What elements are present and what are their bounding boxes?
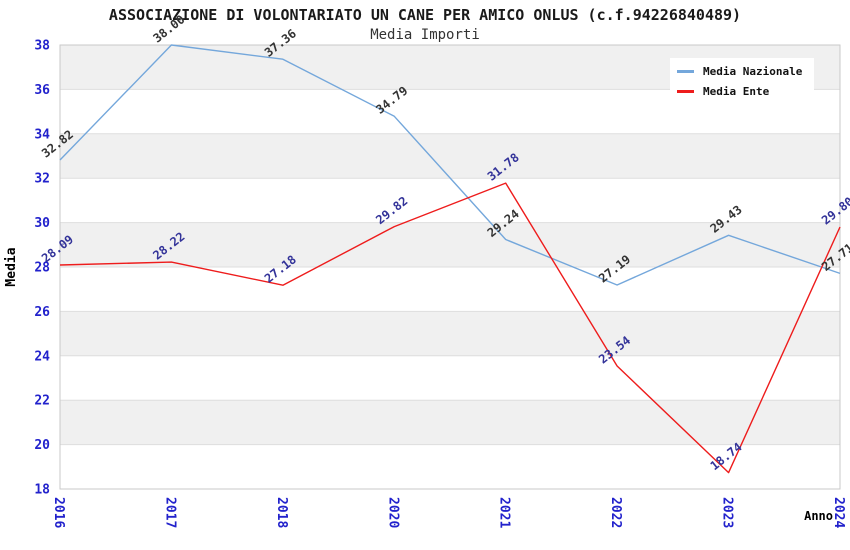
x-tick-label: 2018 (274, 497, 289, 528)
y-tick-label: 26 (34, 305, 50, 320)
value-label-media-nazionale: 38.00 (150, 12, 187, 45)
plot-band (60, 133, 840, 179)
y-tick-label: 30 (34, 216, 50, 231)
y-tick-label: 36 (34, 83, 50, 98)
y-tick-label: 32 (34, 172, 50, 187)
x-tick-label: 2022 (608, 497, 623, 528)
legend-line-swatch-red (677, 90, 694, 93)
legend: Media Nazionale Media Ente (670, 58, 815, 105)
chart-title: ASSOCIAZIONE DI VOLONTARIATO UN CANE PER… (108, 6, 742, 24)
plot-band (60, 355, 840, 401)
plot-border (59, 44, 841, 490)
legend-label-media-nazionale: Media Nazionale (703, 65, 803, 78)
y-tick-label: 38 (34, 39, 50, 54)
plot-band (60, 267, 840, 312)
y-tick-label: 24 (34, 349, 50, 364)
legend-line-swatch-blue (677, 70, 694, 73)
x-tick-label: 2017 (162, 497, 177, 528)
chart-subtitle: Media Importi (370, 27, 480, 43)
plot-band (60, 311, 840, 356)
series-line-media-nazionale (59, 44, 841, 286)
x-tick-label: 2020 (385, 497, 400, 528)
plot-band (60, 400, 840, 445)
plot-band (60, 222, 840, 267)
x-tick-label: 2021 (497, 497, 512, 528)
legend-item-media-ente: Media Ente (677, 85, 802, 98)
y-tick-label: 34 (34, 127, 50, 142)
legend-label-media-ente: Media Ente (703, 85, 770, 98)
x-tick-label: 2023 (720, 497, 735, 528)
x-axis-title: Anno (804, 509, 833, 523)
y-tick-label: 22 (34, 394, 50, 409)
legend-item-media-nazionale: Media Nazionale (677, 65, 802, 78)
series-line-media-ente (59, 182, 841, 474)
y-axis-title: Media (4, 247, 19, 286)
plot-band (60, 444, 840, 489)
x-tick-label: 2016 (51, 497, 66, 528)
y-tick-label: 20 (34, 438, 50, 453)
plot-band (60, 178, 840, 223)
x-tick-label: 2024 (831, 497, 846, 528)
y-tick-label: 28 (34, 261, 50, 276)
y-tick-label: 18 (34, 483, 50, 498)
